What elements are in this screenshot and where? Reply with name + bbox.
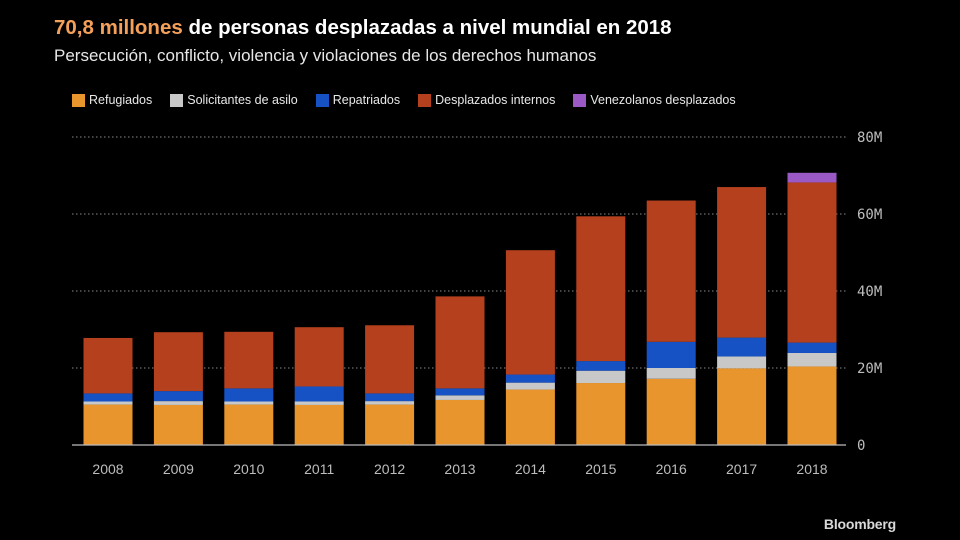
legend-label: Refugiados bbox=[89, 93, 153, 107]
bar-segment bbox=[646, 378, 696, 445]
x-tick-label: 2008 bbox=[92, 461, 123, 477]
bar-segment bbox=[435, 395, 485, 400]
bar-segment bbox=[294, 386, 344, 402]
x-tick-label: 2018 bbox=[796, 461, 827, 477]
y-tick-label: 20M bbox=[857, 361, 882, 377]
y-tick-label: 40M bbox=[857, 284, 882, 300]
bar-segment bbox=[294, 404, 344, 445]
bar-segment bbox=[576, 370, 626, 384]
x-tick-label: 2009 bbox=[163, 461, 194, 477]
legend-swatch bbox=[418, 93, 432, 107]
bar-segment bbox=[576, 361, 626, 371]
y-tick-label: 0 bbox=[857, 438, 865, 454]
chart-title-highlight: 70,8 millones bbox=[54, 16, 183, 39]
y-tick-label: 80M bbox=[857, 130, 882, 146]
bar-segment bbox=[294, 401, 344, 405]
legend-item-1: Solicitantes de asilo bbox=[170, 93, 298, 107]
bar-segment bbox=[365, 401, 415, 405]
bar-segment bbox=[717, 356, 767, 369]
legend-label: Repatriados bbox=[332, 93, 401, 107]
x-tick-label: 2017 bbox=[726, 461, 757, 477]
legend-swatch bbox=[315, 93, 329, 107]
x-tick-label: 2011 bbox=[304, 461, 334, 477]
bar-segment bbox=[365, 325, 415, 394]
chart-legend: Refugiados Solicitantes de asilo Repatriad… bbox=[72, 93, 754, 107]
bar-segment bbox=[224, 331, 274, 389]
bar-segment bbox=[717, 187, 767, 338]
legend-label: Solicitantes de asilo bbox=[187, 93, 298, 107]
chart-subtitle: Persecución, conflicto, violencia y viol… bbox=[54, 46, 597, 65]
bar-segment bbox=[435, 388, 485, 396]
x-tick-label: 2012 bbox=[374, 461, 405, 477]
bar-segment bbox=[787, 366, 837, 445]
bar-segment bbox=[435, 296, 485, 389]
bloomberg-logo: Bloomberg bbox=[823, 516, 896, 532]
x-tick-label: 2015 bbox=[585, 461, 616, 477]
bar-segment bbox=[646, 341, 696, 368]
bar-segment bbox=[787, 342, 837, 353]
legend-swatch bbox=[573, 93, 587, 107]
bar-segment bbox=[576, 383, 626, 445]
bar-segment bbox=[83, 337, 133, 394]
x-tick-label: 2010 bbox=[233, 461, 264, 477]
legend-swatch bbox=[170, 93, 184, 107]
bar-segment bbox=[153, 404, 203, 445]
legend-item-4: Venezolanos desplazados bbox=[573, 93, 736, 107]
legend-item-0: Refugiados bbox=[72, 93, 152, 107]
x-tick-label: 2016 bbox=[656, 461, 687, 477]
chart-title-rest: de personas desplazadas a nivel mundial … bbox=[182, 16, 672, 39]
bar-segment bbox=[153, 401, 203, 405]
bar-segment bbox=[787, 352, 837, 367]
legend-label: Venezolanos desplazados bbox=[590, 93, 736, 107]
bar-segment bbox=[505, 374, 555, 383]
legend-item-2: Repatriados bbox=[315, 93, 401, 107]
chart-title: 70,8 millones de personas desplazadas a … bbox=[54, 16, 672, 40]
bar-segment bbox=[224, 401, 274, 405]
bar-segment bbox=[576, 216, 626, 362]
bar-segment bbox=[717, 368, 767, 445]
bar-segment bbox=[505, 382, 555, 390]
x-tick-label: 2013 bbox=[444, 461, 475, 477]
bar-segment bbox=[153, 332, 203, 392]
bar-segment bbox=[224, 388, 274, 402]
bar-segment bbox=[646, 368, 696, 379]
x-tick-label: 2014 bbox=[515, 461, 546, 477]
bar-segment bbox=[83, 393, 133, 402]
bar-segment bbox=[646, 200, 696, 342]
y-tick-label: 60M bbox=[857, 207, 882, 223]
legend-swatch bbox=[72, 93, 85, 107]
bar-segment bbox=[505, 250, 555, 375]
bar-segment bbox=[365, 404, 415, 445]
bar-segment bbox=[83, 404, 133, 445]
bar-segment bbox=[435, 399, 485, 445]
bar-segment bbox=[365, 393, 415, 402]
bar-segment bbox=[224, 404, 274, 445]
bar-segment bbox=[505, 389, 555, 445]
bar-segment bbox=[717, 337, 767, 357]
bar-segment bbox=[787, 182, 837, 343]
bar-segment bbox=[787, 172, 837, 183]
bar-segment bbox=[294, 327, 344, 387]
bar-segment bbox=[83, 401, 133, 405]
bar-segment bbox=[153, 391, 203, 402]
legend-label: Desplazados internos bbox=[435, 93, 556, 107]
legend-item-3: Desplazados internos bbox=[418, 93, 555, 107]
